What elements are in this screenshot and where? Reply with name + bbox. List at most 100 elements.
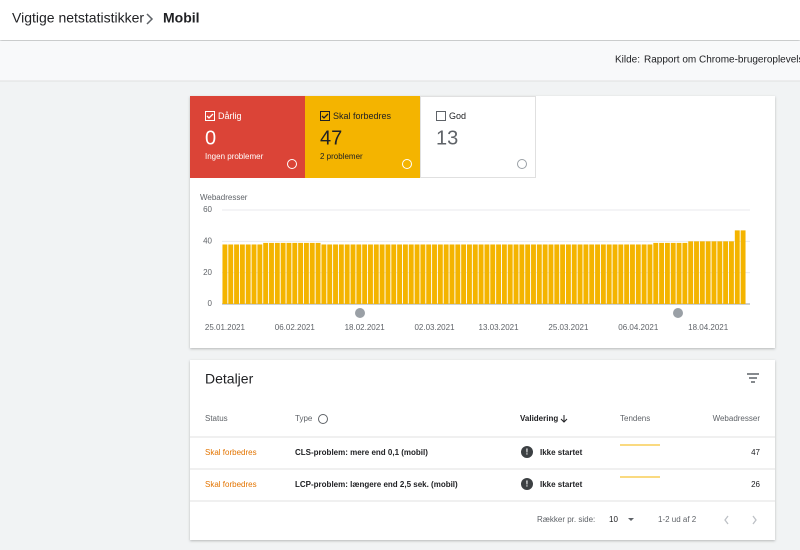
page-title: Mobil — [163, 10, 200, 26]
bar — [443, 244, 449, 304]
summary-card-improve[interactable] — [305, 96, 420, 178]
next-page[interactable] — [752, 515, 757, 525]
bar — [699, 241, 705, 304]
bar — [554, 244, 560, 304]
card-label: Dårlig — [218, 111, 242, 121]
column-header[interactable]: Status — [205, 414, 228, 423]
icon-glyph: ! — [526, 448, 529, 457]
url-count: 26 — [751, 480, 760, 489]
column-header[interactable]: Validering — [520, 414, 558, 423]
bar — [560, 244, 566, 304]
status[interactable]: Skal forbedres — [205, 448, 257, 457]
bar — [618, 244, 624, 304]
bar — [577, 244, 583, 304]
bar — [647, 244, 653, 304]
source-label: Kilde: — [615, 55, 640, 66]
dropdown-caret[interactable] — [628, 518, 634, 521]
source-bar — [0, 41, 800, 81]
column-header[interactable]: Webadresser — [713, 414, 761, 423]
breadcrumb[interactable]: Vigtige netstatistikker — [12, 10, 144, 26]
bar — [740, 230, 746, 304]
help-icon[interactable] — [287, 159, 297, 169]
bar — [257, 244, 263, 304]
filter-icon[interactable] — [747, 373, 759, 383]
bar — [501, 244, 507, 304]
bar — [303, 242, 309, 304]
check — [321, 113, 329, 119]
issue-type[interactable]: LCP-problem: længere end 2,5 sek. (mobil… — [295, 480, 458, 489]
help-icon[interactable] — [517, 159, 527, 169]
bar — [705, 241, 711, 304]
bar — [641, 244, 647, 304]
bar — [490, 244, 496, 304]
x-tick-label: 02.03.2021 — [414, 323, 455, 332]
checkbox[interactable] — [320, 111, 330, 121]
summary-card-good[interactable] — [420, 96, 536, 178]
bar — [408, 244, 414, 304]
bar — [298, 242, 304, 304]
details-title: Detaljer — [205, 371, 254, 387]
bar — [734, 230, 740, 304]
bar — [694, 241, 699, 304]
column-header[interactable]: Type — [295, 414, 313, 423]
top-bar — [0, 0, 800, 40]
y-tick-label: 60 — [203, 205, 212, 214]
bar — [385, 244, 391, 304]
bar — [670, 242, 676, 304]
card-count: 47 — [320, 127, 342, 149]
card-description: 2 problemer — [320, 152, 363, 161]
bar — [251, 244, 257, 304]
bar — [274, 242, 280, 304]
bar — [595, 244, 600, 304]
bar — [391, 244, 397, 304]
validation: Ikke startet — [540, 480, 583, 489]
bar — [513, 244, 519, 304]
bar — [472, 244, 478, 304]
bar — [519, 244, 525, 304]
bar — [280, 242, 286, 304]
bar — [245, 244, 251, 304]
help-icon[interactable] — [318, 414, 328, 424]
bar — [373, 244, 379, 304]
prev-page[interactable] — [724, 515, 729, 525]
summary-card-poor[interactable] — [190, 96, 305, 178]
card-label: Skal forbedres — [333, 111, 392, 121]
card-count: 13 — [436, 127, 458, 149]
bar — [397, 244, 403, 304]
url-count: 47 — [751, 448, 760, 457]
x-tick-label: 06.04.2021 — [618, 323, 659, 332]
bar — [234, 244, 240, 304]
validation: Ikke startet — [540, 448, 583, 457]
x-tick-label: 18.04.2021 — [688, 323, 729, 332]
y-axis-title: Webadresser — [200, 193, 248, 202]
validation-icon — [521, 478, 533, 490]
column-header[interactable]: Tendens — [620, 414, 650, 423]
bar — [565, 244, 571, 304]
bar — [356, 244, 362, 304]
checkbox[interactable] — [436, 111, 446, 121]
bar — [362, 244, 368, 304]
bar — [484, 244, 490, 304]
rows-per-page[interactable]: 10 — [609, 515, 618, 524]
bar — [350, 244, 356, 304]
bar — [222, 244, 228, 304]
issue-type[interactable]: CLS-problem: mere end 0,1 (mobil) — [295, 448, 428, 457]
bar — [437, 244, 443, 304]
annotation-marker[interactable] — [673, 308, 683, 318]
bar — [571, 244, 577, 304]
bar — [624, 244, 630, 304]
checkbox[interactable] — [205, 111, 215, 121]
bar — [321, 244, 327, 304]
bar — [676, 242, 682, 304]
help-icon[interactable] — [402, 159, 412, 169]
bar — [338, 244, 344, 304]
rows-per-page-label: Rækker pr. side: — [537, 515, 595, 524]
annotation-marker[interactable] — [355, 308, 365, 318]
status[interactable]: Skal forbedres — [205, 480, 257, 489]
bar — [292, 242, 298, 304]
bar — [548, 244, 554, 304]
bar — [420, 244, 426, 304]
bar — [635, 244, 641, 304]
bar — [461, 244, 467, 304]
